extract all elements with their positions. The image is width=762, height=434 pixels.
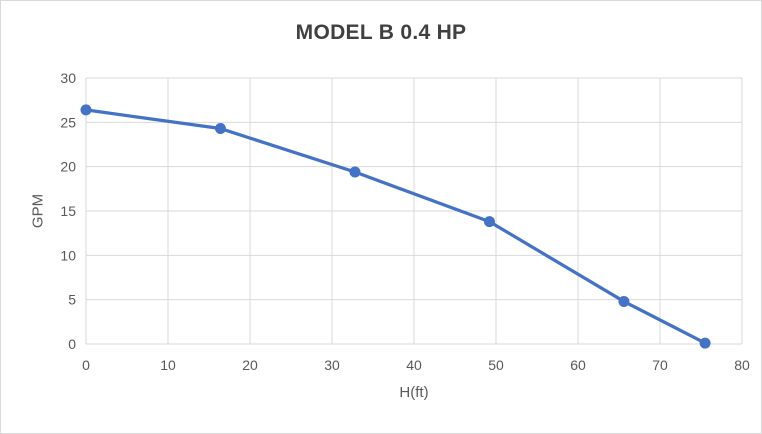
x-tick-label: 0 [82,357,90,373]
y-tick-label: 10 [60,247,76,263]
y-tick-label: 20 [60,159,76,175]
x-tick-label: 20 [242,357,258,373]
x-tick-label: 30 [324,357,340,373]
x-tick-label: 50 [488,357,504,373]
x-tick-label: 70 [652,357,668,373]
y-tick-label: 30 [60,70,76,86]
y-tick-label: 25 [60,114,76,130]
y-tick-label: 5 [68,292,76,308]
data-point-marker [618,295,630,307]
data-point-marker [349,166,361,178]
x-tick-label: 60 [570,357,586,373]
x-tick-label: 80 [734,357,750,373]
y-tick-label: 0 [68,336,76,352]
chart-title: MODEL B 0.4 HP [295,21,467,44]
data-point-marker [483,216,495,228]
x-tick-label: 40 [406,357,422,373]
data-point-marker [214,123,226,135]
x-axis-title: H(ft) [399,384,429,401]
x-tick-label: 10 [160,357,176,373]
series-line [84,108,707,345]
y-tick-label: 15 [60,203,76,219]
data-point-marker [699,337,711,349]
data-point-marker [80,104,92,116]
